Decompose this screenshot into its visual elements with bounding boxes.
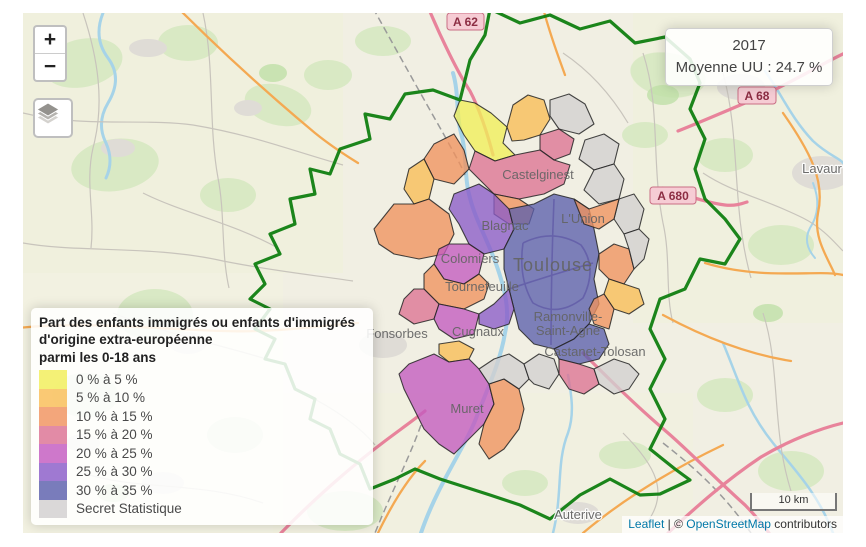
legend-row: 0 % à 5 %	[39, 370, 365, 389]
commune-polygon[interactable]	[506, 94, 551, 142]
legend-swatch	[39, 462, 67, 481]
legend-row: 20 % à 25 %	[39, 444, 365, 463]
legend-rows: 0 % à 5 % 5 % à 10 % 10 % à 15 % 15 % à …	[39, 370, 365, 518]
attribution: Leaflet | © OpenStreetMap contributors	[622, 516, 843, 533]
legend-title-line1: Part des enfants immigrés ou enfants d'i…	[39, 314, 356, 330]
legend-swatch	[39, 370, 67, 389]
urban-unit-boundary	[248, 13, 742, 521]
label-ramonville-line2: Saint-Agne	[536, 323, 600, 338]
legend-row: 5 % à 10 %	[39, 388, 365, 407]
commune-polygon[interactable]	[523, 353, 560, 390]
legend-row: 15 % à 20 %	[39, 425, 365, 444]
label-fonsorbes: Fonsorbes	[366, 326, 428, 341]
legend-swatch	[39, 425, 67, 444]
legend-swatch	[39, 481, 67, 500]
legend-label: 5 % à 10 %	[76, 390, 146, 406]
label-lavaur: Lavaur	[802, 161, 842, 176]
commune-polygon[interactable]	[588, 293, 615, 330]
zoom-in-button[interactable]: +	[35, 27, 65, 54]
legend-title: Part des enfants immigrés ou enfants d'i…	[39, 314, 365, 367]
commune-polygon[interactable]	[623, 228, 650, 270]
label-tournefeuille: Tournefeuille	[445, 279, 519, 294]
label-colomiers: Colomiers	[441, 251, 500, 266]
legend-row: 30 % à 35 %	[39, 481, 365, 500]
label-toulouse: Toulouse	[513, 255, 593, 275]
commune-polygon[interactable]	[558, 358, 600, 395]
road-badge-a62: A 62	[453, 15, 478, 29]
commune-polygon[interactable]	[398, 353, 495, 455]
zoom-control: + −	[33, 25, 67, 82]
commune-polygon[interactable]	[573, 198, 620, 230]
legend-row: Secret Statistique	[39, 499, 365, 518]
zoom-out-button[interactable]: −	[43, 55, 57, 78]
road-badge-a68: A 68	[745, 89, 770, 103]
commune-polygon[interactable]	[478, 288, 515, 330]
osm-link[interactable]: OpenStreetMap	[686, 517, 771, 531]
label-ramonville-line1: Ramonville-	[534, 309, 603, 324]
legend-label: Secret Statistique	[76, 501, 182, 517]
commune-polygon[interactable]	[593, 358, 640, 395]
leaflet-link[interactable]: Leaflet	[628, 517, 665, 531]
legend-swatch	[39, 407, 67, 426]
legend-title-line3: parmi les 0-18 ans	[39, 350, 157, 366]
commune-polygon[interactable]	[549, 93, 595, 135]
legend-label: 30 % à 35 %	[76, 482, 153, 498]
road-badge-a680: A 680	[657, 189, 689, 203]
legend-swatch	[39, 499, 67, 518]
legend: Part des enfants immigrés ou enfants d'i…	[31, 307, 373, 525]
commune-polygon[interactable]	[373, 198, 455, 260]
info-year: 2017	[732, 37, 766, 54]
label-castanet-tolosan: Castanet-Tolosan	[544, 344, 645, 359]
label-muret: Muret	[450, 401, 484, 416]
minor-roads	[23, 13, 843, 526]
leaflet-map[interactable]: A 62 A 68 A 680 Castelginest L'Union Bla…	[23, 13, 843, 533]
road-badges: A 62 A 68 A 680	[446, 13, 777, 205]
label-lunion: L'Union	[561, 211, 605, 226]
legend-swatch	[39, 388, 67, 407]
label-auterive: Auterive	[554, 507, 602, 522]
city-ring-roads	[508, 198, 594, 346]
layers-icon	[36, 102, 60, 125]
legend-row: 25 % à 30 %	[39, 462, 365, 481]
legend-swatch	[39, 444, 67, 463]
commune-polygon[interactable]	[598, 243, 635, 285]
label-blagnac: Blagnac	[482, 218, 529, 233]
legend-label: 0 % à 5 %	[76, 371, 138, 387]
scale-bar: 10 km	[750, 493, 837, 511]
attribution-separator: | ©	[664, 517, 687, 531]
attribution-suffix: contributors	[770, 517, 837, 531]
legend-row: 10 % à 15 %	[39, 407, 365, 426]
legend-label: 20 % à 25 %	[76, 445, 153, 461]
place-labels: Castelginest L'Union Blagnac Colomiers T…	[366, 160, 843, 524]
legend-label: 10 % à 15 %	[76, 408, 153, 424]
label-castelginest: Castelginest	[502, 167, 574, 182]
commune-polygon[interactable]	[433, 303, 480, 340]
layers-control[interactable]	[33, 98, 73, 138]
label-cugnaux: Cugnaux	[452, 324, 505, 339]
choropleth-layer[interactable]	[373, 93, 650, 460]
legend-label: 25 % à 30 %	[76, 464, 153, 480]
info-box: 2017 Moyenne UU : 24.7 %	[665, 28, 833, 86]
info-mean: Moyenne UU : 24.7 %	[675, 58, 823, 76]
legend-title-line2: d'origine extra-européenne	[39, 332, 213, 348]
legend-label: 15 % à 20 %	[76, 427, 153, 443]
